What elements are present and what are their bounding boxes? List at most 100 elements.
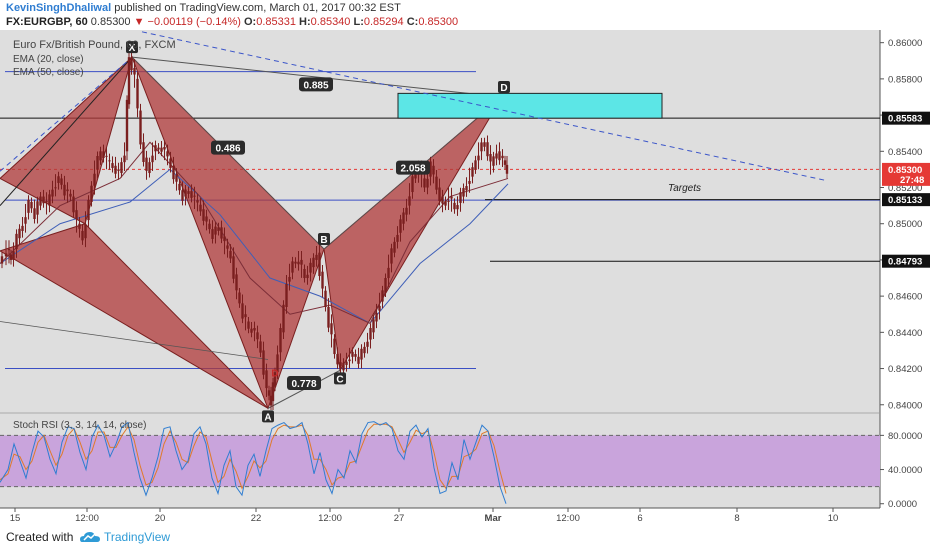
candle-body: [253, 327, 256, 331]
candle-body: [306, 274, 309, 279]
xd-line: [131, 56, 503, 98]
candle-body: [223, 236, 226, 242]
candle-body: [130, 57, 133, 71]
candle-body: [133, 68, 136, 75]
candle-body: [127, 57, 131, 105]
price-tick-label: 0.84600: [888, 292, 922, 303]
candle-body: [120, 162, 123, 174]
high-value: 0.85340: [310, 16, 351, 28]
prior-trend-line: [0, 56, 133, 206]
candle-body: [339, 362, 342, 367]
candle-body: [229, 250, 232, 259]
candle-body: [178, 183, 181, 191]
candle-body: [102, 151, 105, 158]
candle-body: [181, 190, 184, 201]
candle-body: [81, 230, 84, 241]
stoch-d-line: [0, 423, 507, 494]
prior-connector-line: [0, 321, 269, 360]
candle-body: [256, 332, 259, 340]
candle-body: [4, 253, 8, 257]
candle-body: [199, 204, 202, 212]
candle-body: [60, 178, 63, 185]
chart-area[interactable]: X A B C D D 0.885 0.486 2.058 0.778 Targets Euro Fx…: [0, 30, 932, 524]
candle-body: [142, 142, 145, 162]
candle-body: [474, 160, 477, 170]
candle-body: [294, 261, 297, 264]
candle-body: [360, 348, 363, 360]
candle-body: [259, 341, 262, 353]
time-tick-label: 12:00: [75, 513, 99, 524]
time-tick-label: 8: [734, 513, 739, 524]
candle-body: [125, 99, 129, 152]
candle-body: [190, 191, 193, 198]
candle-body: [351, 351, 354, 357]
candle-body: [390, 248, 393, 264]
candle-body: [399, 219, 402, 233]
candle-body: [471, 167, 474, 177]
candle-body: [7, 249, 11, 251]
candle-body: [220, 227, 223, 239]
time-tick-label: 15: [10, 513, 21, 524]
time-axis-background: [0, 508, 880, 524]
candle-body: [285, 283, 288, 307]
pattern-point-badge: [334, 372, 346, 385]
time-tick-label: 6: [637, 513, 642, 524]
open-key: O:: [243, 16, 257, 28]
candle-body: [24, 217, 27, 224]
candle-body: [333, 338, 336, 355]
chart-header: KevinSinghDhaliwal published on TradingV…: [0, 0, 932, 30]
candle-body: [318, 252, 321, 277]
time-tick-label: 12:00: [318, 513, 342, 524]
author-link[interactable]: KevinSinghDhaliwal: [6, 2, 112, 14]
pattern-point-badge: [262, 410, 274, 423]
price-tick-label: 0.84400: [888, 328, 922, 339]
ratio-badge: [211, 140, 245, 155]
candle-body: [15, 233, 18, 250]
candle-body: [312, 257, 315, 268]
price-tick-label: 0.85200: [888, 183, 922, 194]
candle-body: [297, 261, 300, 265]
tradingview-cloud-icon: [80, 532, 100, 542]
chart-title: Euro Fx/British Pound, 60, FXCM: [13, 39, 176, 51]
tradingview-brand[interactable]: TradingView: [104, 530, 171, 544]
ema20-line: [0, 141, 509, 324]
candle-body: [384, 278, 387, 293]
candle-body: [157, 147, 160, 150]
candle-body: [226, 245, 229, 249]
ratio-badge: [396, 160, 430, 175]
candle-body: [145, 157, 148, 171]
candle-body: [486, 142, 489, 157]
candle-body: [33, 208, 36, 220]
candle-body: [348, 359, 351, 362]
price-tick-label: 0.84200: [888, 364, 922, 375]
ratio-label: 0.486: [215, 144, 240, 155]
indicator-legend: EMA (20, close): [13, 54, 84, 65]
price-tick-label: 0.86000: [888, 38, 922, 49]
candle-body: [45, 201, 48, 203]
price-marker-badge: [882, 172, 930, 186]
candle-body: [387, 267, 390, 279]
candle-body: [21, 225, 24, 231]
candle-body: [411, 176, 414, 193]
price-marker-badge: [882, 162, 930, 176]
candle-body: [503, 160, 507, 165]
candle-body: [269, 395, 273, 406]
low-key: L:: [353, 16, 364, 28]
candle-body: [72, 196, 75, 213]
time-tick-label: 27: [394, 513, 405, 524]
candle-body: [447, 200, 450, 202]
candle-body: [111, 163, 114, 168]
price-tick-label: 0.85000: [888, 219, 922, 230]
open-value: 0.85331: [256, 16, 296, 28]
candle-body: [330, 323, 333, 335]
candle-body: [36, 201, 39, 215]
candle-body: [405, 207, 408, 215]
candle-body: [468, 180, 471, 184]
candle-body: [381, 290, 384, 302]
candle-body: [321, 271, 324, 289]
candle-body: [139, 110, 142, 145]
created-with-text: Created with: [6, 530, 74, 544]
candle-body: [54, 187, 57, 189]
candle-body: [432, 165, 435, 175]
candle-body: [265, 370, 268, 389]
